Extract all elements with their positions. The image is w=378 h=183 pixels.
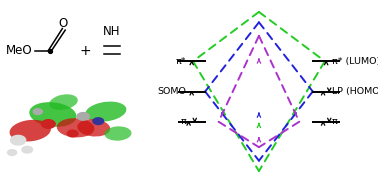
Circle shape: [11, 135, 26, 145]
Ellipse shape: [77, 119, 110, 137]
Circle shape: [8, 150, 17, 155]
Text: π* (LUMO): π* (LUMO): [332, 57, 378, 66]
Text: MeO: MeO: [6, 44, 32, 57]
Text: π: π: [180, 117, 186, 126]
Ellipse shape: [9, 120, 51, 141]
Ellipse shape: [104, 126, 132, 141]
Text: SOMO: SOMO: [157, 87, 186, 96]
Ellipse shape: [29, 102, 77, 127]
Text: LP (HOMO): LP (HOMO): [332, 87, 378, 96]
Circle shape: [22, 146, 33, 153]
Ellipse shape: [85, 102, 126, 122]
Circle shape: [77, 113, 89, 120]
Text: π*: π*: [176, 57, 186, 66]
Circle shape: [93, 118, 104, 124]
Circle shape: [67, 130, 78, 137]
Circle shape: [33, 109, 42, 115]
Text: NH: NH: [103, 25, 120, 38]
Text: O: O: [59, 17, 68, 30]
Ellipse shape: [49, 94, 78, 110]
Text: π: π: [332, 117, 338, 126]
Ellipse shape: [57, 118, 94, 137]
Circle shape: [42, 120, 55, 128]
Text: +: +: [79, 44, 91, 58]
